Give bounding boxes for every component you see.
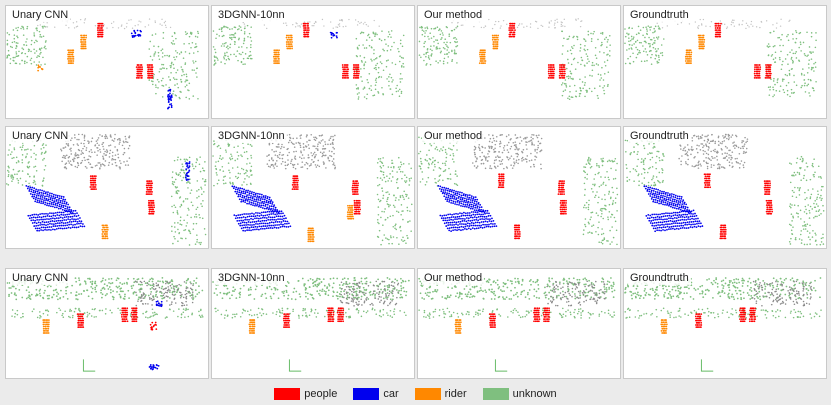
panel-row-2-col-2: 3DGNN-10nn (211, 126, 415, 249)
panel-row-2-col-4: Groundtruth (623, 126, 827, 249)
point-cloud-render (6, 18, 200, 110)
point-cloud-render (418, 18, 611, 101)
panel-row-1-col-2: 3DGNN-10nn (211, 5, 415, 119)
panel-row-3-col-2: 3DGNN-10nn (211, 268, 415, 379)
legend-swatch-car (353, 388, 380, 400)
point-cloud-render (624, 133, 825, 246)
panel-label: 3DGNN-10nn (216, 9, 287, 22)
panel-row-1-col-4: Groundtruth (623, 5, 827, 119)
panel-row-3-col-1: Unary CNN (5, 268, 209, 379)
panel-row-2-col-1: Unary CNN (5, 126, 209, 249)
panel-row-3-col-3: Our method (417, 268, 621, 379)
legend-item-unknown: unknown (482, 388, 557, 400)
panel-label: 3DGNN-10nn (216, 272, 287, 285)
point-cloud-render (212, 277, 410, 372)
point-cloud-render (6, 276, 204, 372)
panel-label: Unary CNN (10, 272, 71, 285)
point-cloud-render (418, 133, 619, 246)
panel-label: Groundtruth (628, 9, 691, 22)
legend-label-rider: rider (444, 388, 467, 400)
panel-label: Unary CNN (10, 9, 71, 22)
legend-swatch-rider (414, 388, 441, 400)
panel-label: Our method (422, 130, 485, 143)
legend-item-people: people (274, 388, 337, 400)
legend-swatch-unknown (482, 388, 509, 400)
legend-item-rider: rider (414, 388, 467, 400)
legend-swatch-people (274, 388, 301, 400)
legend: people car rider unknown (0, 386, 831, 402)
point-cloud-render (418, 277, 616, 372)
legend-item-car: car (353, 388, 399, 400)
panel-label: Unary CNN (10, 130, 71, 143)
panel-row-2-col-3: Our method (417, 126, 621, 249)
panel-label: Groundtruth (628, 130, 691, 143)
panel-label: Our method (422, 272, 485, 285)
panel-label: 3DGNN-10nn (216, 130, 287, 143)
panel-label: Groundtruth (628, 272, 691, 285)
point-cloud-render (6, 133, 207, 246)
point-cloud-render (212, 18, 405, 100)
legend-label-car: car (383, 388, 399, 400)
panel-row-1-col-1: Unary CNN (5, 5, 209, 119)
panel-row-1-col-3: Our method (417, 5, 621, 119)
panel-label: Our method (422, 9, 485, 22)
point-cloud-render (212, 133, 413, 246)
point-cloud-render (624, 18, 817, 98)
panel-row-3-col-4: Groundtruth (623, 268, 827, 379)
legend-label-unknown: unknown (512, 388, 557, 400)
point-cloud-render (624, 277, 822, 372)
legend-label-people: people (304, 388, 338, 400)
